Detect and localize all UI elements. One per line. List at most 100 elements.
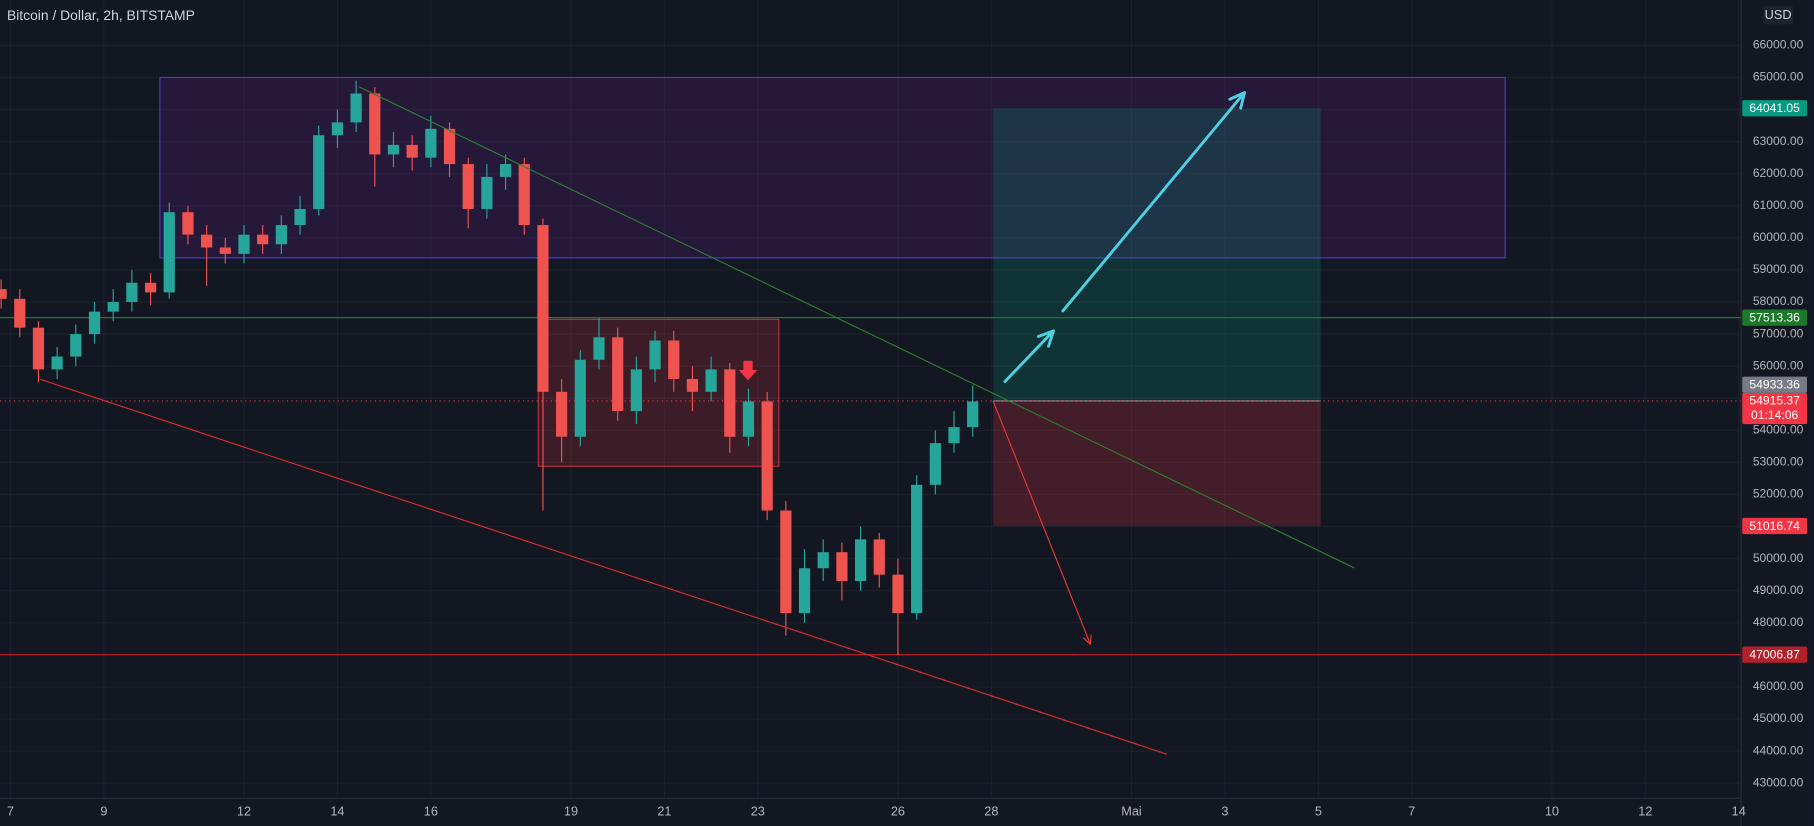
y-tick-label: 45000.00 — [1753, 711, 1804, 725]
candle-body — [201, 234, 213, 248]
countdown: 01:14:06 — [1751, 408, 1798, 422]
candle-body — [238, 234, 250, 254]
x-tick-label: 19 — [564, 803, 578, 818]
y-tick-label: 44000.00 — [1753, 743, 1804, 757]
candle-body — [369, 93, 381, 155]
drawings — [40, 86, 1355, 755]
candle-body — [668, 340, 680, 379]
candle-body — [817, 552, 829, 569]
y-tick-label: 52000.00 — [1753, 487, 1804, 501]
candle-body — [518, 164, 530, 226]
y-tick-label: 57000.00 — [1753, 326, 1804, 340]
y-tick-label: 58000.00 — [1753, 294, 1804, 308]
loss-zone — [993, 400, 1321, 527]
x-tick-label: 10 — [1545, 803, 1559, 818]
x-tick-label: Mai — [1121, 803, 1142, 818]
candle-body — [0, 289, 7, 299]
x-tick-label: 9 — [100, 803, 107, 818]
candle-body — [126, 282, 138, 303]
candle-body — [70, 334, 82, 357]
price-tag-label: 51016.74 — [1749, 519, 1800, 533]
candle-body — [929, 443, 941, 485]
signal-marker — [738, 360, 758, 381]
y-tick-label: 56000.00 — [1753, 358, 1804, 372]
candle-body — [88, 311, 101, 335]
x-tick-label: 3 — [1221, 803, 1228, 818]
y-tick-label: 50000.00 — [1753, 551, 1804, 565]
candle-body — [798, 568, 811, 614]
x-tick-label: 14 — [330, 803, 344, 818]
candle-body — [574, 359, 586, 437]
currency[interactable]: USD — [1765, 7, 1792, 22]
candle-body — [14, 298, 26, 328]
candle-body — [425, 128, 437, 158]
y-tick-label: 48000.00 — [1753, 615, 1804, 629]
candle-body — [892, 574, 904, 614]
x-tick-label: 12 — [237, 803, 251, 818]
candle-body — [182, 212, 194, 235]
x-tick-label: 21 — [657, 803, 671, 818]
x-tick-label: 26 — [891, 803, 905, 818]
zone — [159, 76, 1506, 259]
candle-body — [948, 427, 960, 444]
candle-body — [331, 122, 344, 136]
candle-body — [481, 176, 493, 209]
candle-body — [911, 484, 923, 614]
currency-box[interactable] — [1763, 5, 1794, 25]
price-tag — [1742, 309, 1808, 326]
candle-body — [612, 337, 624, 412]
candle-body — [257, 234, 269, 245]
candle-body — [144, 282, 157, 293]
y-tick-label: 60000.00 — [1753, 230, 1804, 244]
candle-body — [967, 401, 979, 428]
candle-body — [742, 401, 755, 437]
candle-body — [443, 128, 456, 165]
candle-body — [537, 225, 549, 392]
x-tick-label: 28 — [984, 803, 998, 818]
x-tick-label: 5 — [1315, 803, 1322, 818]
y-tick-label: 53000.00 — [1753, 455, 1804, 469]
price-tag — [1742, 646, 1808, 663]
candle-body — [163, 212, 175, 293]
arrow — [992, 400, 1092, 645]
y-tick-label: 43000.00 — [1753, 775, 1804, 789]
trendline — [40, 378, 1168, 755]
candle-body — [313, 135, 325, 209]
y-tick-label: 49000.00 — [1753, 583, 1804, 597]
trendline — [358, 86, 1355, 569]
price-tag-label: 54933.36 — [1749, 378, 1800, 392]
drawings — [0, 76, 1742, 656]
y-tick-label: 46000.00 — [1753, 679, 1804, 693]
candle-body — [294, 208, 306, 226]
y-tick-label: 54000.00 — [1753, 423, 1804, 437]
x-tick-label: 23 — [751, 803, 765, 818]
x-tick-label: 7 — [7, 803, 14, 818]
y-tick-label: 62000.00 — [1753, 166, 1804, 180]
price-tag-label: 64041.05 — [1749, 101, 1800, 115]
candle-body — [350, 93, 362, 123]
candle-body — [462, 164, 474, 209]
price-tag-label: 57513.36 — [1749, 310, 1800, 324]
candle-body — [51, 356, 63, 370]
x-tick-label: 16 — [424, 803, 438, 818]
candle-body — [836, 552, 848, 582]
candle-body — [32, 327, 45, 370]
candle-body — [630, 369, 642, 412]
candle-body — [761, 401, 773, 511]
candle-body — [724, 369, 736, 437]
x-tick-label: 14 — [1732, 803, 1746, 818]
price-tag — [1742, 100, 1808, 117]
candle-body — [593, 337, 605, 360]
price-tag — [1742, 392, 1808, 425]
x-tick-label: 12 — [1638, 803, 1652, 818]
candle-body — [705, 369, 717, 392]
candles — [0, 80, 979, 655]
candle-body — [499, 164, 512, 177]
x-tick-label: 7 — [1408, 803, 1415, 818]
candle-body — [556, 391, 568, 437]
y-tick-label: 65000.00 — [1753, 70, 1804, 84]
candle-body — [854, 539, 867, 582]
axes: 43000.0044000.0045000.0046000.0047000.00… — [7, 38, 1808, 818]
